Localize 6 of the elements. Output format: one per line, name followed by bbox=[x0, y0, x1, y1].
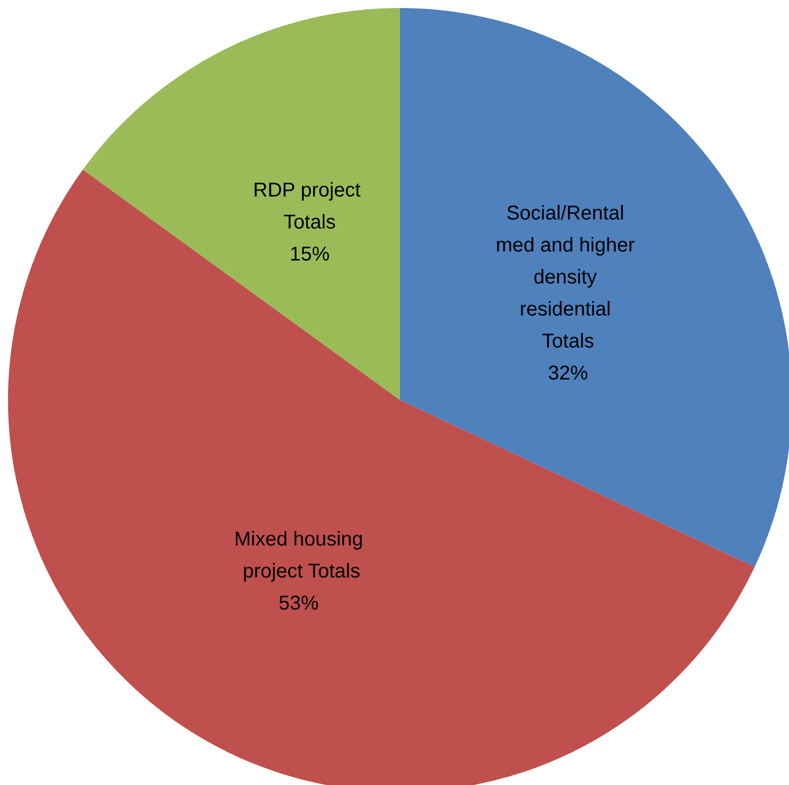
data-label: 15% bbox=[290, 244, 330, 266]
data-label: 32% bbox=[548, 362, 588, 384]
slice-label: RDP project Totals bbox=[253, 180, 366, 234]
data-label: 53% bbox=[278, 592, 319, 614]
slice-label: Mixed housing project Totals bbox=[234, 528, 364, 582]
slice-label: Social/Rental med and higher density residential Totals bbox=[496, 202, 640, 352]
